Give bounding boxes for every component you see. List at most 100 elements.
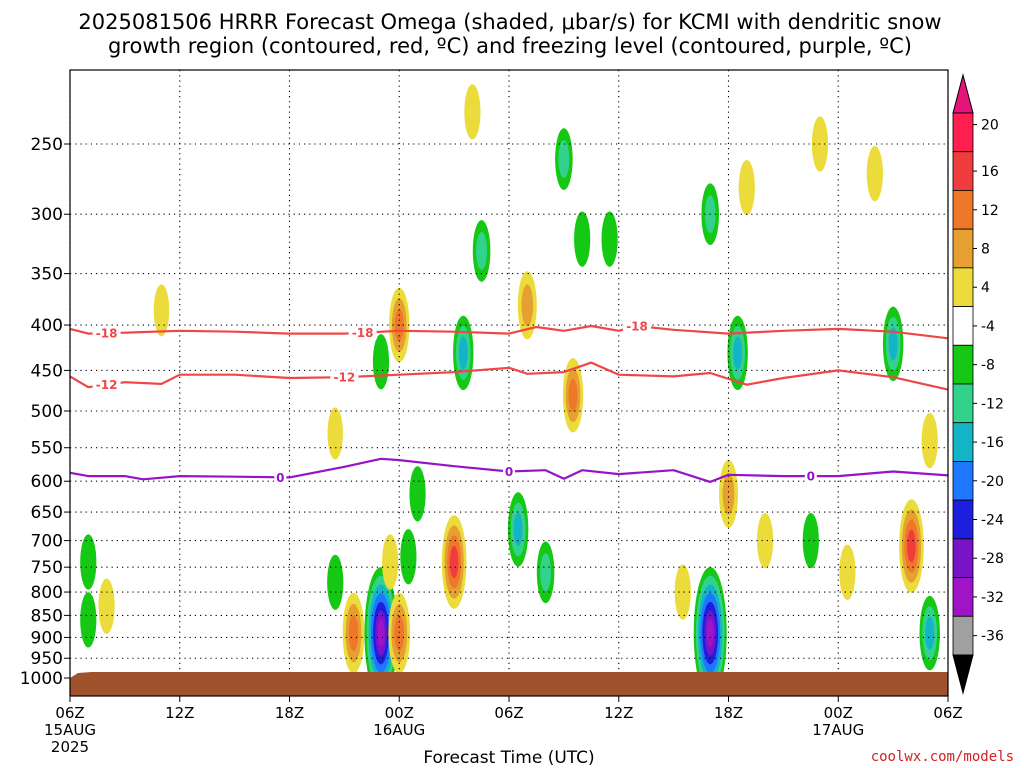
- colorbar-label-13: -36: [981, 629, 1004, 645]
- omega-blob-4-ring-0: [327, 407, 343, 460]
- colorbar-bottom-arrow: [952, 654, 974, 695]
- contour-label-bg--12-0: [92, 377, 121, 392]
- y-tick-label-350: 350: [31, 265, 63, 285]
- surface-fill: [70, 672, 948, 696]
- omega-blob-9-ring-0: [382, 534, 399, 590]
- omega-blob-5-ring-0: [327, 554, 344, 610]
- x-tick-date-0: 15AUG: [44, 721, 96, 739]
- y-tick-label-900: 900: [31, 628, 63, 648]
- y-tick-label-750: 750: [31, 558, 63, 578]
- omega-shading: [80, 84, 940, 696]
- omega-blob-29-ring-2: [733, 336, 743, 370]
- colorbar-label-7: -12: [981, 396, 1004, 412]
- y-tick-label-500: 500: [31, 402, 63, 422]
- omega-blob-36-ring-2: [888, 327, 898, 361]
- temperature-contours: -18 -18 -18 -12 -12 0 0 0: [69, 319, 949, 485]
- x-tick-date-18: 16AUG: [373, 721, 425, 739]
- omega-blob-39-ring-2: [925, 616, 935, 650]
- contour-line--18: [69, 324, 949, 340]
- colorbar-label-11: -28: [981, 551, 1004, 567]
- omega-blob-0-ring-0: [80, 534, 97, 590]
- y-tick-label-800: 800: [31, 583, 63, 603]
- contour-label-0-0: 0: [276, 471, 284, 485]
- omega-blob-28-ring-1: [722, 472, 735, 515]
- omega-blob-13-ring-0: [409, 466, 426, 522]
- x-axis-label: Forecast Time (UTC): [423, 748, 594, 768]
- omega-blob-21-ring-1: [558, 140, 570, 179]
- omega-blob-10-ring-2: [394, 615, 405, 652]
- omega-blob-25-ring-0: [674, 564, 691, 620]
- x-tick-label-30: 12Z: [604, 704, 633, 722]
- y-tick-label-250: 250: [31, 135, 63, 155]
- contour-label-0-2: 0: [807, 470, 815, 484]
- colorbar-swatch-7: [952, 383, 974, 424]
- colorbar-swatch-10: [952, 499, 974, 540]
- y-tick-label-400: 400: [31, 316, 63, 336]
- omega-blob-31-ring-0: [756, 513, 774, 569]
- contour-label-bg--12-1: [330, 370, 359, 385]
- colorbar-label-2: 12: [981, 203, 999, 219]
- y-tick-label-700: 700: [31, 532, 63, 552]
- contour-line--12: [69, 361, 949, 391]
- colorbar-swatch-13: [952, 615, 974, 656]
- contour-label-bg-0-2: [804, 469, 817, 484]
- omega-blob-23-ring-0: [574, 211, 591, 267]
- y-tick-label-450: 450: [31, 361, 63, 381]
- colorbar-swatch-5: [952, 306, 974, 346]
- surface-terrain: [70, 672, 948, 696]
- omega-blob-30-ring-0: [738, 160, 755, 216]
- x-tick-label-6: 12Z: [165, 704, 194, 722]
- colorbar-label-3: 8: [981, 242, 990, 258]
- omega-blob-12-ring-0: [400, 529, 417, 585]
- colorbar-swatch-8: [952, 422, 974, 462]
- contour-label--18-1: -18: [352, 326, 374, 340]
- colorbar-swatch-12: [952, 577, 974, 617]
- contour-label--18-0: -18: [96, 327, 118, 341]
- colorbar-swatch-11: [952, 538, 974, 578]
- x-tick-label-0: 06Z: [55, 704, 84, 722]
- colorbar: 20 16 12 8 4 -4 -8 -12 -16 -20 -24 -28 -32 -36: [952, 73, 1004, 695]
- colorbar-label-12: -32: [981, 590, 1004, 606]
- omega-blob-14-ring-3: [449, 545, 459, 579]
- x-tick-date-42: 17AUG: [812, 721, 864, 739]
- colorbar-swatch-0: [952, 112, 974, 153]
- omega-blob-35-ring-0: [866, 146, 883, 202]
- contour-label-bg-0-0: [274, 470, 287, 485]
- x-tick-label-24: 06Z: [494, 704, 523, 722]
- omega-blob-6-ring-2: [348, 615, 359, 652]
- omega-blob-22-ring-2: [568, 378, 578, 412]
- colorbar-label-6: -8: [981, 358, 995, 374]
- y-tick-label-850: 850: [31, 606, 63, 626]
- contour-label--12-1: -12: [334, 371, 356, 385]
- colorbar-label-8: -16: [981, 435, 1004, 451]
- contour-label-bg-0-1: [503, 464, 515, 479]
- omega-blob-7-ring-6: [377, 619, 385, 648]
- omega-blob-32-ring-0: [802, 513, 819, 569]
- contour-label-bg--18-2: [623, 319, 652, 334]
- omega-blob-38-ring-0: [921, 413, 938, 469]
- chart-title-line-1: 2025081506 HRRR Forecast Omega (shaded, …: [78, 10, 941, 34]
- colorbar-swatch-2: [952, 190, 974, 230]
- y-axis-ticks: 2503003504004505005506006507007508008509…: [20, 135, 70, 689]
- omega-blob-8-ring-0: [372, 334, 390, 390]
- contour-label-bg--18-0: [92, 326, 121, 341]
- omega-blob-15-ring-2: [458, 336, 468, 370]
- omega-blob-16-ring-0: [464, 84, 481, 140]
- chart-title-line-2: growth region (contoured, red, ºC) and f…: [108, 34, 912, 58]
- colorbar-swatch-9: [952, 461, 974, 501]
- credit-text: coolwx.com/models: [871, 749, 1014, 765]
- colorbar-label-1: 16: [981, 164, 999, 180]
- y-tick-label-300: 300: [31, 205, 63, 225]
- y-tick-label-650: 650: [31, 503, 63, 523]
- colorbar-label-0: 20: [981, 118, 999, 134]
- colorbar-swatch-1: [952, 151, 974, 191]
- colorbar-swatch-4: [952, 267, 974, 307]
- omega-blob-3-ring-0: [153, 284, 170, 337]
- colorbar-swatch-3: [952, 228, 974, 269]
- y-tick-label-950: 950: [31, 649, 63, 669]
- y-tick-label-1000: 1000: [20, 669, 63, 689]
- y-tick-label-550: 550: [31, 439, 63, 459]
- omega-blob-19-ring-1: [521, 284, 534, 327]
